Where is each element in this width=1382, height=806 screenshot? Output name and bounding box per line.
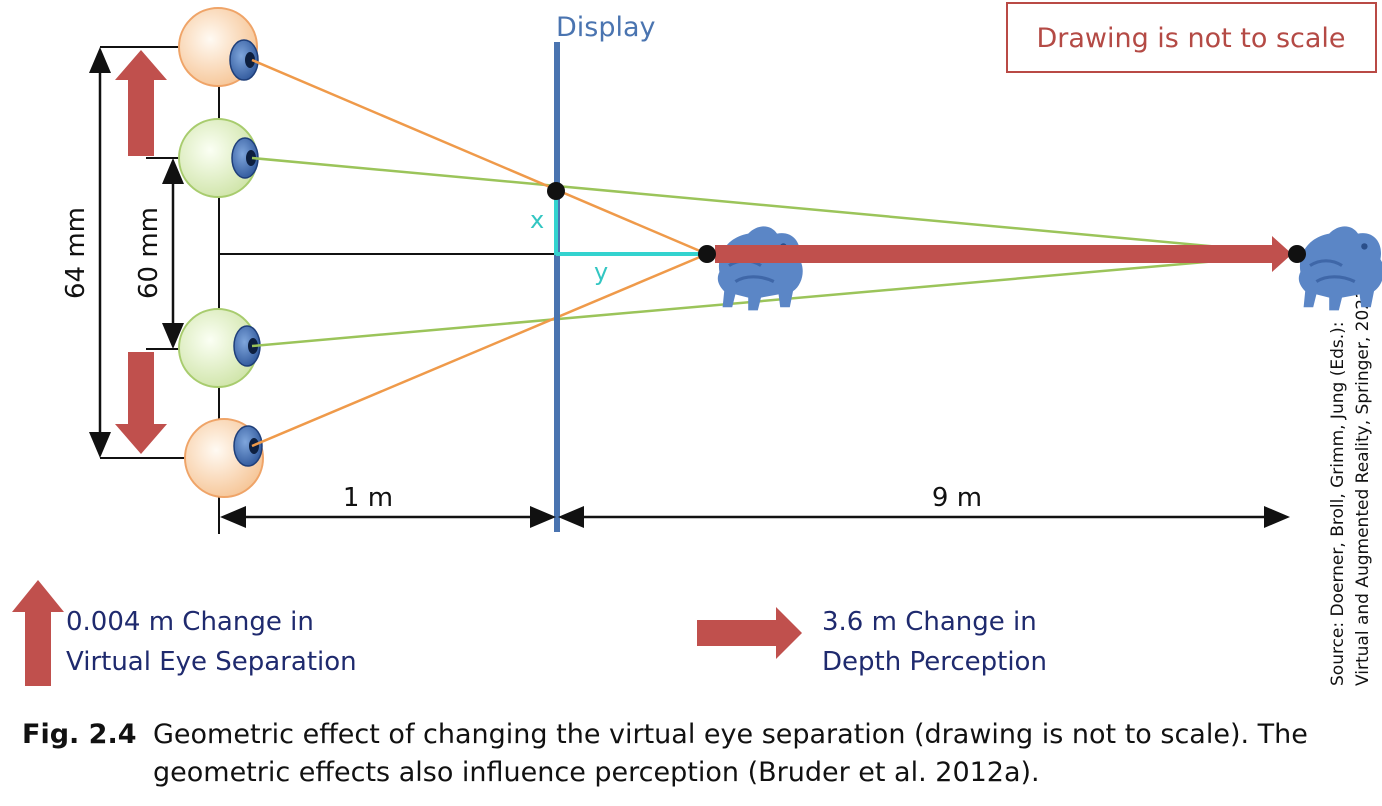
source-credit: Source: Doerner, Broll, Grimm, Jung (Eds… xyxy=(1328,288,1373,686)
eye-icon xyxy=(178,118,259,198)
near-object-dot xyxy=(698,245,716,263)
arrow-icon xyxy=(1264,506,1290,528)
bear-icon xyxy=(1297,224,1382,312)
legend-depth-line-2: Depth Perception xyxy=(822,647,1047,677)
arrow-icon xyxy=(715,236,1292,272)
orange-ray xyxy=(251,252,708,448)
arrow-icon xyxy=(697,607,802,659)
arrow-icon xyxy=(162,158,184,184)
label-64mm: 64 mm xyxy=(61,207,91,299)
arrow-icon xyxy=(89,432,111,458)
eye-icon xyxy=(178,308,261,388)
figure-caption: Fig. 2.4 Geometric effect of changing th… xyxy=(22,716,1362,792)
dimension-64mm: 64 mm xyxy=(61,46,232,459)
source-line-2: Virtual and Augmented Reality, Springer,… xyxy=(1353,288,1373,686)
arrow-icon xyxy=(12,580,64,686)
legend-eye-line-2: Virtual Eye Separation xyxy=(66,647,357,677)
green-ray xyxy=(251,252,1297,348)
legend-depth-line-1: 3.6 m Change in xyxy=(822,607,1037,637)
note-text: Drawing is not to scale xyxy=(1036,23,1345,54)
label-60mm: 60 mm xyxy=(134,207,164,299)
not-to-scale-note: Drawing is not to scale xyxy=(1006,2,1377,73)
figure-number: Fig. 2.4 xyxy=(22,719,137,750)
label-9m: 9 m xyxy=(932,483,982,513)
display-intersection-dot xyxy=(547,182,565,200)
arrow-icon xyxy=(115,352,167,454)
arrow-icon xyxy=(162,323,184,349)
green-ray xyxy=(251,156,1297,256)
eye-icon xyxy=(178,7,259,87)
source-line-1: Source: Doerner, Broll, Grimm, Jung (Eds… xyxy=(1328,322,1348,686)
legend-eye-separation: 0.004 m Change in Virtual Eye Separation xyxy=(12,580,357,686)
xy-offset: x y xyxy=(530,191,707,286)
dimension-9m: 9 m xyxy=(558,483,1290,528)
dimension-1m: 1 m xyxy=(220,483,556,528)
y-label: y xyxy=(594,258,608,286)
label-1m: 1 m xyxy=(343,483,393,513)
caption-text: Geometric effect of changing the virtual… xyxy=(153,719,1308,788)
x-label: x xyxy=(530,206,544,234)
arrow-icon xyxy=(89,47,111,73)
far-object-dot xyxy=(1288,245,1306,263)
orange-ray xyxy=(251,58,708,256)
arrow-icon xyxy=(558,506,584,528)
legend-depth-perception: 3.6 m Change in Depth Perception xyxy=(697,607,1047,677)
arrow-icon xyxy=(115,50,167,156)
arrow-icon xyxy=(530,506,556,528)
arrow-icon xyxy=(220,506,246,528)
display-label: Display xyxy=(556,12,656,43)
eye-icon xyxy=(184,418,264,498)
legend-eye-line-1: 0.004 m Change in xyxy=(66,607,314,637)
bear-icon xyxy=(716,224,805,312)
